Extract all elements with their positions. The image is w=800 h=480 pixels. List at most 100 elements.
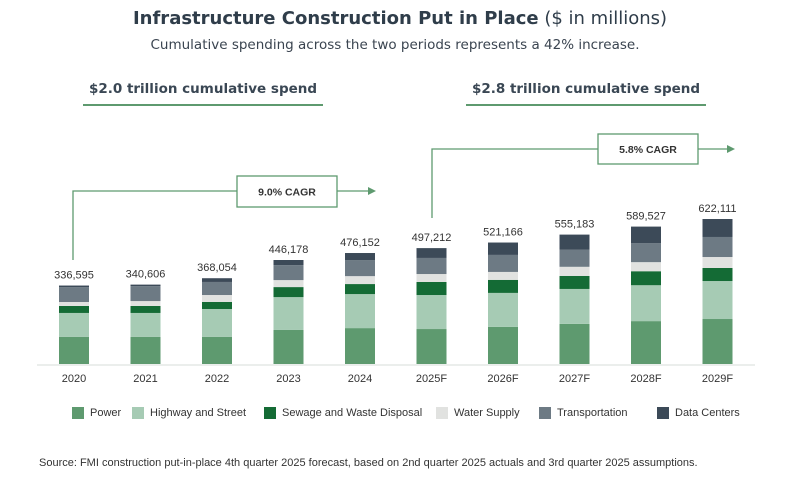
total-label: 336,595 bbox=[54, 270, 94, 282]
cagr-annotation-1: 9.0% CAGR bbox=[72, 175, 376, 260]
bar-segment-transportation-2022 bbox=[202, 281, 232, 296]
bar-segment-sewage-and-waste-disposal-2026F bbox=[488, 279, 518, 293]
chart-plot: 9.0% CAGR 5.8% CAGR 2020 2021 2022 2023 2024… bbox=[37, 133, 755, 385]
bar-segment-transportation-2023 bbox=[273, 265, 304, 281]
legend-item-sewage-and-waste-disposal: Sewage and Waste Disposal bbox=[264, 405, 422, 421]
bar-segment-sewage-and-waste-disposal-2022 bbox=[202, 302, 232, 309]
total-label: 368,054 bbox=[197, 262, 237, 274]
bar-segment-data-centers-2020 bbox=[59, 285, 89, 288]
chart-title: Infrastructure Construction Put in Place… bbox=[0, 8, 800, 29]
source-note: Source: FMI construction put-in-place 4t… bbox=[39, 457, 698, 469]
legend-item-data-centers: Data Centers bbox=[657, 405, 740, 421]
period1-label: $2.0 trillion cumulative spend bbox=[83, 81, 323, 106]
legend: Power Highway and Street Sewage and Waste … bbox=[0, 405, 800, 421]
bar-segment-transportation-2025F bbox=[416, 257, 447, 275]
bar-segment-data-centers-2026F bbox=[488, 242, 518, 255]
bar-segment-sewage-and-waste-disposal-2024 bbox=[345, 284, 375, 295]
total-label: 622,111 bbox=[698, 203, 736, 215]
bar-segment-water-supply-2022 bbox=[202, 295, 232, 303]
bar-segment-power-2025F bbox=[416, 329, 447, 364]
bar-segment-highway-and-street-2028F bbox=[631, 285, 661, 322]
total-label: 340,606 bbox=[126, 269, 166, 281]
bar-segment-transportation-2021 bbox=[130, 286, 161, 302]
bar-segment-data-centers-2025F bbox=[416, 248, 447, 258]
legend-label: Water Supply bbox=[454, 407, 520, 419]
bar-segment-highway-and-street-2023 bbox=[273, 297, 304, 330]
bar-segment-transportation-2024 bbox=[345, 260, 375, 277]
bar-segment-power-2026F bbox=[488, 326, 518, 364]
x-tick-label: 2026F bbox=[487, 373, 518, 385]
bar-segment-data-centers-2027F bbox=[559, 234, 590, 250]
legend-label: Data Centers bbox=[675, 407, 740, 419]
bar-segment-water-supply-2026F bbox=[488, 271, 518, 280]
chart-title-unit: ($ in millions) bbox=[544, 8, 668, 29]
legend-item-water-supply: Water Supply bbox=[436, 405, 520, 421]
bar-segment-transportation-2020 bbox=[59, 287, 89, 303]
bar-segment-power-2028F bbox=[631, 321, 661, 364]
bar-segment-sewage-and-waste-disposal-2023 bbox=[273, 287, 304, 298]
bar-segment-highway-and-street-2020 bbox=[59, 312, 89, 337]
total-label: 497,212 bbox=[412, 232, 452, 244]
bar-segment-data-centers-2024 bbox=[345, 253, 375, 261]
chart-title-main: Infrastructure Construction Put in Place bbox=[132, 8, 539, 29]
bar-segment-sewage-and-waste-disposal-2028F bbox=[631, 271, 661, 286]
x-tick-label: 2020 bbox=[62, 373, 86, 385]
bar-segment-sewage-and-waste-disposal-2027F bbox=[559, 275, 590, 289]
cagr-annotation-2: 5.8% CAGR bbox=[431, 133, 735, 218]
x-tick-label: 2025F bbox=[416, 373, 447, 385]
legend-swatch bbox=[436, 407, 448, 419]
bar-segment-highway-and-street-2026F bbox=[488, 292, 518, 327]
bar-segment-power-2027F bbox=[559, 323, 590, 364]
period1-underline bbox=[83, 104, 323, 106]
bar-segment-power-2029F bbox=[702, 319, 733, 364]
legend-swatch bbox=[264, 407, 276, 419]
bar-segment-transportation-2026F bbox=[488, 254, 518, 272]
period2-label: $2.8 trillion cumulative spend bbox=[466, 81, 706, 106]
bar-segment-power-2023 bbox=[273, 329, 304, 364]
legend-item-transportation: Transportation bbox=[539, 405, 628, 421]
bars-group bbox=[59, 219, 733, 364]
x-tick-label: 2027F bbox=[559, 373, 590, 385]
bar-segment-data-centers-2028F bbox=[631, 226, 661, 244]
legend-swatch bbox=[539, 407, 551, 419]
x-tick-label: 2028F bbox=[630, 373, 661, 385]
bar-segment-transportation-2029F bbox=[702, 236, 733, 258]
bar-segment-sewage-and-waste-disposal-2029F bbox=[702, 267, 733, 282]
bar-segment-sewage-and-waste-disposal-2020 bbox=[59, 305, 89, 313]
bar-segment-highway-and-street-2024 bbox=[345, 294, 375, 329]
total-label: 476,152 bbox=[340, 237, 380, 249]
bar-segment-water-supply-2027F bbox=[559, 266, 590, 276]
x-tick-label: 2022 bbox=[205, 373, 229, 385]
bar-segment-power-2024 bbox=[345, 328, 375, 364]
cagr2-arrow-icon bbox=[727, 145, 735, 153]
bar-segment-data-centers-2022 bbox=[202, 278, 232, 282]
cagr1-connector bbox=[72, 190, 237, 260]
bar-segment-water-supply-2020 bbox=[59, 302, 89, 306]
x-tick-labels: 2020 2021 2022 2023 2024 2025F 2026F 2027F 2028F… bbox=[62, 373, 734, 385]
bar-segment-highway-and-street-2022 bbox=[202, 308, 232, 337]
bar-segment-sewage-and-waste-disposal-2025F bbox=[416, 281, 447, 296]
cagr1-label: 9.0% CAGR bbox=[258, 187, 316, 199]
x-tick-label: 2029F bbox=[702, 373, 733, 385]
cagr2-connector bbox=[431, 148, 598, 218]
bar-segment-transportation-2028F bbox=[631, 243, 661, 263]
period1-label-text: $2.0 trillion cumulative spend bbox=[88, 81, 318, 97]
total-label: 521,166 bbox=[483, 227, 523, 239]
total-label: 446,178 bbox=[269, 244, 309, 256]
legend-label: Transportation bbox=[557, 407, 628, 419]
cagr2-label: 5.8% CAGR bbox=[619, 144, 677, 156]
cagr1-arrow-icon bbox=[368, 187, 376, 195]
legend-label: Sewage and Waste Disposal bbox=[282, 407, 423, 419]
total-label: 589,527 bbox=[626, 211, 666, 223]
period2-underline bbox=[466, 104, 706, 106]
bar-segment-power-2022 bbox=[202, 336, 232, 364]
bar-segment-sewage-and-waste-disposal-2021 bbox=[130, 305, 161, 313]
bar-segment-data-centers-2021 bbox=[130, 284, 161, 287]
bar-segment-transportation-2027F bbox=[559, 249, 590, 267]
x-tick-label: 2023 bbox=[276, 373, 300, 385]
total-labels: 336,595 340,606 368,054 446,178 476,152 497,2… bbox=[54, 203, 736, 282]
bar-segment-water-supply-2023 bbox=[273, 280, 304, 288]
bar-segment-power-2020 bbox=[59, 336, 89, 364]
bar-segment-highway-and-street-2025F bbox=[416, 295, 447, 330]
legend-swatch bbox=[657, 407, 669, 419]
